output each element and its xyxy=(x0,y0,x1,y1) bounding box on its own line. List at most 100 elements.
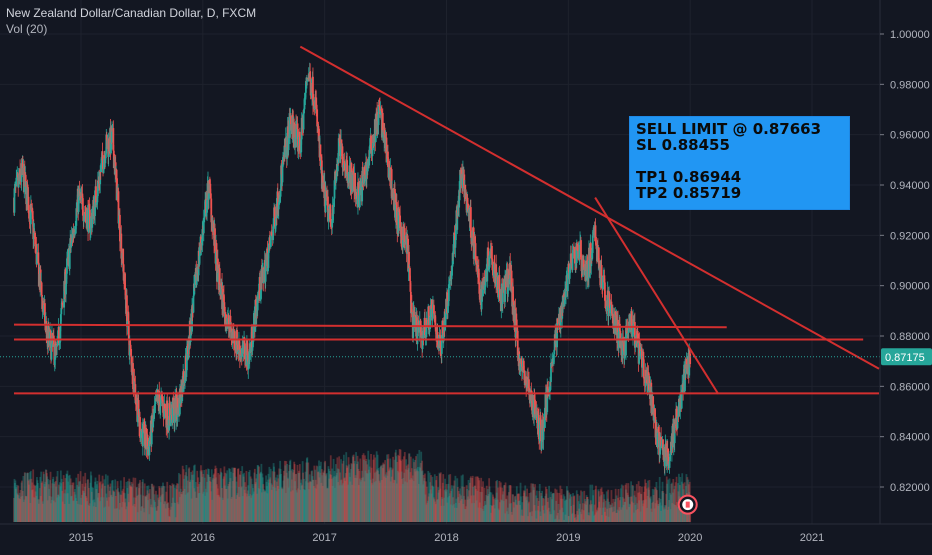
volume-bar xyxy=(227,484,230,522)
volume-bar xyxy=(564,500,566,522)
volume-bar xyxy=(608,508,611,522)
volume-bar xyxy=(540,492,543,522)
volume-bar xyxy=(394,452,397,522)
volume-bar xyxy=(510,511,513,522)
candle-body xyxy=(70,242,73,248)
candle-body xyxy=(21,159,24,172)
candle-body xyxy=(454,223,457,241)
volume-bar xyxy=(84,472,87,522)
candle-body xyxy=(418,320,421,327)
volume-bar xyxy=(301,461,304,522)
volume-bar xyxy=(574,514,577,522)
volume-bar xyxy=(611,503,614,522)
candle-body xyxy=(272,224,275,227)
volume-bar xyxy=(231,467,234,522)
candle-body xyxy=(184,372,186,383)
candle-body xyxy=(156,389,159,395)
volume-bar xyxy=(389,481,392,522)
volume-bar xyxy=(335,475,338,522)
volume-bar xyxy=(152,485,155,522)
x-tick-label: 2017 xyxy=(312,532,336,544)
volume-bar xyxy=(322,472,325,522)
volume-bar xyxy=(526,488,528,522)
volume-bar xyxy=(91,500,94,522)
volume-bar xyxy=(413,469,416,522)
volume-bar xyxy=(596,509,598,522)
volume-bar xyxy=(536,498,539,522)
volume-bar xyxy=(544,505,546,522)
volume-bar xyxy=(248,470,251,522)
volume-bar xyxy=(426,502,429,522)
volume-bar xyxy=(440,505,443,522)
volume-bar xyxy=(103,507,105,522)
volume-bar xyxy=(655,481,658,522)
candle-body xyxy=(541,419,543,442)
volume-bar xyxy=(561,507,564,522)
volume-bar xyxy=(375,451,378,522)
volume-bar xyxy=(326,488,328,522)
volume-bar xyxy=(66,493,69,522)
volume-bar xyxy=(379,466,382,522)
volume-bar xyxy=(362,453,365,522)
volume-bar xyxy=(36,483,39,522)
volume-bar xyxy=(170,506,173,522)
volume-bar xyxy=(201,493,204,522)
volume-bar xyxy=(612,498,615,522)
trade-annotation-box[interactable]: SELL LIMIT @ 0.87663 SL 0.88455 TP1 0.86… xyxy=(629,116,850,210)
volume-bar xyxy=(514,495,517,522)
volume-bar xyxy=(659,502,662,522)
volume-bar xyxy=(133,497,135,522)
candle-body xyxy=(146,434,149,455)
volume-bar xyxy=(162,482,164,522)
candle-body xyxy=(480,287,483,310)
candle-body xyxy=(491,270,494,274)
volume-bar xyxy=(241,496,244,522)
volume-bar xyxy=(538,483,541,522)
volume-bar xyxy=(549,514,551,522)
volume-bar xyxy=(653,489,655,522)
volume-bar xyxy=(518,493,521,522)
volume-bar xyxy=(228,468,230,522)
volume-bar xyxy=(614,488,617,522)
candle-body xyxy=(51,332,54,344)
volume-bar xyxy=(660,505,663,522)
volume-bar xyxy=(130,481,133,522)
volume-bar xyxy=(634,504,637,522)
volume-bar xyxy=(86,479,89,522)
volume-bar xyxy=(140,506,143,522)
volume-bar xyxy=(445,484,448,522)
volume-bar xyxy=(347,484,349,522)
event-marker[interactable] xyxy=(677,494,698,515)
volume-bar xyxy=(285,461,288,522)
candle-body xyxy=(102,160,104,173)
candle-body xyxy=(544,407,546,428)
volume-bar xyxy=(140,510,142,522)
volume-bar xyxy=(369,479,372,522)
volume-bar xyxy=(469,476,472,522)
candle-body xyxy=(186,346,188,371)
candle-body xyxy=(126,295,128,327)
volume-bar xyxy=(625,483,628,522)
candle-body xyxy=(432,304,435,314)
volume-bar xyxy=(496,480,499,522)
volume-bar xyxy=(545,493,548,522)
candle-body xyxy=(507,270,510,285)
volume-bar xyxy=(515,504,518,522)
volume-bar xyxy=(123,493,126,522)
volume-bar xyxy=(448,493,451,522)
volume-bar xyxy=(424,481,427,522)
candle-body xyxy=(255,304,258,318)
volume-bar xyxy=(305,481,307,522)
volume-bar xyxy=(408,453,410,522)
volume-bar xyxy=(573,496,575,522)
candle-body xyxy=(117,191,120,224)
candle-body xyxy=(289,117,291,138)
candle-body xyxy=(286,133,289,159)
volume-bar xyxy=(193,465,195,522)
candle-body xyxy=(491,259,494,271)
volume-bar xyxy=(409,456,412,522)
volume-bar xyxy=(235,481,238,522)
volume-bar xyxy=(582,510,585,522)
